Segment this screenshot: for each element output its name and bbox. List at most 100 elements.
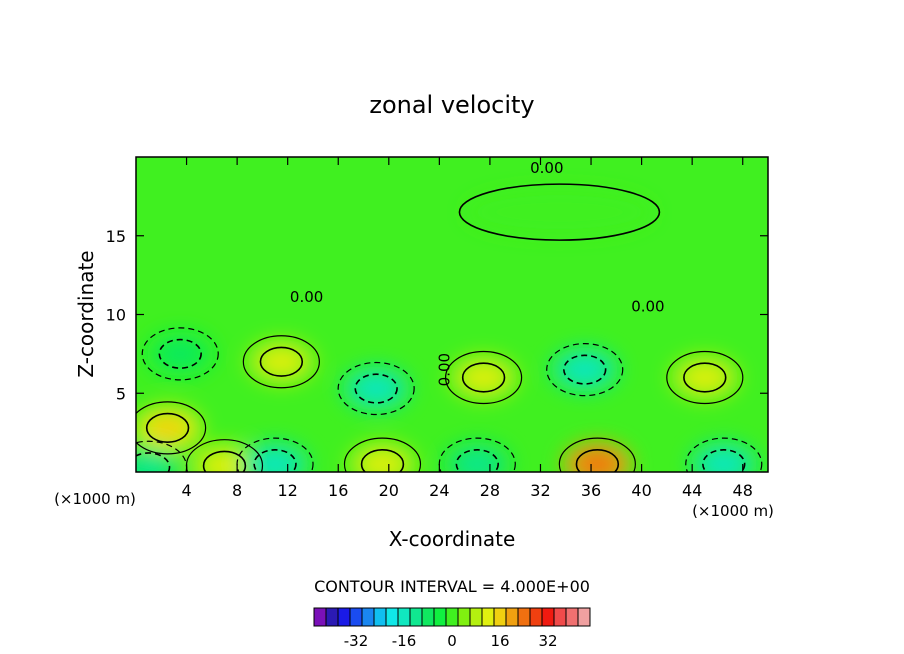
y-tick-label: 15 [106,227,126,246]
x-tick-label: 40 [631,481,651,500]
field-background [136,157,768,472]
legend-swatch [445,607,459,627]
legend-swatch [337,607,351,627]
legend-swatch [541,607,555,627]
legend-swatch [433,607,447,627]
contour-line-5 [343,437,422,472]
contour-inner-6 [202,450,247,472]
legend-tick-label: 32 [538,632,557,650]
contour-label: 0.00 [290,288,323,306]
contour-inner-12 [455,449,499,472]
legend-swatch [469,607,483,627]
contour-label: 0.00 [435,353,453,386]
legend-swatch [313,607,327,627]
legend-swatch [397,607,411,627]
contour-inner-2 [683,362,727,393]
x-tick-label: 24 [429,481,449,500]
legend-title: CONTOUR INTERVAL = 4.000E+00 [314,577,590,596]
legend-tick-label: 16 [490,632,509,650]
field-core-12 [458,452,496,472]
contour-label: 0.00 [631,297,664,315]
legend-swatch [565,607,579,627]
legend-swatch [529,607,543,627]
x-tick-label: 12 [278,481,298,500]
field-core-4 [578,452,617,472]
contour-line-3 [136,401,207,455]
y-tick-label: 5 [116,384,126,403]
y-tick-label: 10 [106,306,126,325]
field-core-10 [705,452,743,472]
x-tick-label: 32 [530,481,550,500]
legend-swatch [517,607,531,627]
color-legend: -32 -16 0 16 32 [313,607,591,650]
field-core-2 [686,365,724,390]
field-core-0 [262,349,301,374]
x-tick-label: 48 [733,481,753,500]
x-tick-label: 8 [232,481,242,500]
x-unit-right: (×1000 m) [692,502,774,520]
legend-swatch [361,607,375,627]
x-axis: 4 8 12 16 20 24 28 32 36 40 44 48 [181,157,753,500]
contour-line-1 [445,350,523,405]
x-axis-label: X-coordinate [389,527,516,551]
x-tick-label: 16 [328,481,348,500]
field-core-9 [161,341,199,366]
chart-title: zonal velocity [369,91,534,119]
field-core-3 [148,415,187,440]
field-core-13 [136,455,168,472]
contour-inner-0 [259,346,304,377]
field-core-7 [357,376,395,401]
legend-swatch [457,607,471,627]
contour-labels: 0.00 0.00 0.00 0.00 [290,159,665,387]
x-unit-left: (×1000 m) [54,490,136,508]
legend-tick-label: -16 [392,632,417,650]
field-core-1 [464,365,503,390]
contour-line-4 [558,437,636,472]
legend-swatch [577,607,591,627]
contour-inner-7 [354,373,398,404]
contour-line-7 [337,361,415,416]
legend-swatch [325,607,339,627]
legend-swatch [505,607,519,627]
plot-area [136,157,768,472]
field-zero-14 [464,188,655,237]
contour-inner-13 [136,452,171,472]
contour-inner-1 [461,362,506,393]
y-axis-label: Z-coordinate [74,250,98,377]
x-tick-label: 28 [480,481,500,500]
legend-swatch [409,607,423,627]
contour-inner-8 [563,354,607,385]
field-core-11 [256,452,294,472]
contour-line-2 [666,350,744,405]
legend-tick-label: -32 [344,632,369,650]
legend-swatch [493,607,507,627]
legend-swatch [421,607,435,627]
legend-swatch [373,607,387,627]
field-core-8 [566,357,604,382]
contour-inner-4 [575,449,620,472]
field-core-5 [363,452,402,472]
contour-line-8 [546,343,624,397]
x-tick-label: 20 [379,481,399,500]
x-tick-label: 44 [682,481,702,500]
contour-inner-11 [253,449,297,472]
contour-inner-5 [360,449,405,472]
legend-swatch [553,607,567,627]
contour-line-9 [141,327,219,381]
contour-inner-3 [145,412,190,444]
y-axis: 5 10 15 [106,227,768,403]
contour-line-10 [685,437,763,472]
legend-swatch [385,607,399,627]
contour-inner-9 [158,338,202,369]
x-tick-label: 36 [581,481,601,500]
legend-tick-label: 0 [447,632,457,650]
contour-line-0 [242,335,320,389]
field-core-6 [205,453,244,472]
legend-swatch [349,607,363,627]
contour-inner-10 [702,449,746,472]
contour-label: 0.00 [530,159,563,177]
x-tick-label: 4 [181,481,191,500]
contour-line-14 [458,183,661,241]
legend-swatch [481,607,495,627]
